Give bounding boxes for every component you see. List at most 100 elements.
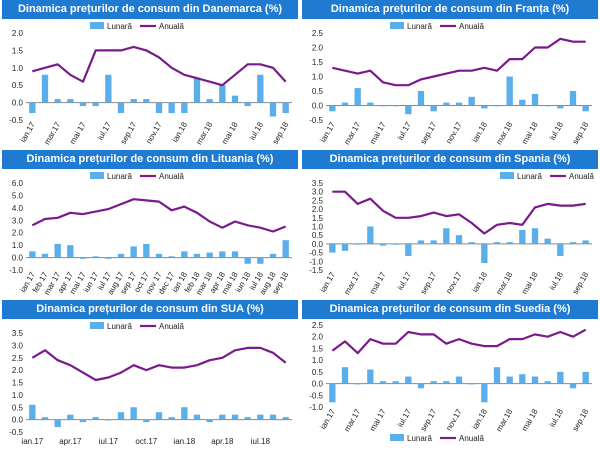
x-tick-label: mai 17 — [368, 270, 388, 296]
legend-swatch-lunara — [390, 22, 404, 29]
bar-lunara — [117, 253, 125, 258]
x-tick-label: oct.17 — [135, 437, 157, 446]
x-tick-label: mai 17 — [68, 120, 88, 146]
y-tick-label: -0.5 — [309, 116, 323, 125]
bar-lunara — [206, 419, 213, 423]
bar-lunara — [257, 414, 264, 420]
legend-swatch-lunara — [90, 172, 104, 179]
bar-lunara — [269, 102, 277, 117]
bar-lunara — [582, 240, 589, 244]
y-tick-label: 0.5 — [312, 368, 324, 377]
x-tick-label: mai 18 — [520, 120, 540, 146]
bar-lunara — [341, 243, 349, 251]
y-tick-label: 2.5 — [312, 196, 324, 205]
y-tick-label: -0.5 — [9, 428, 23, 437]
bar-lunara — [54, 99, 61, 103]
y-tick-label: 2.0 — [312, 44, 324, 53]
bar-lunara — [29, 251, 36, 258]
bar-lunara — [219, 414, 226, 420]
bar-lunara — [557, 371, 564, 384]
bar-lunara — [354, 88, 361, 106]
y-tick-label: 4.0 — [12, 204, 24, 213]
chart-panel-sua: Dinamica prețurilor de consum din SUA (%… — [0, 300, 300, 450]
x-tick-label: mar.17 — [342, 120, 362, 146]
y-tick-label: 0.5 — [312, 231, 324, 240]
y-tick-label: 0.0 — [12, 416, 24, 425]
y-tick-label: 5.0 — [12, 191, 24, 200]
y-tick-label: 3.0 — [12, 341, 24, 350]
line-anuala — [32, 45, 287, 87]
bar-lunara — [79, 257, 87, 259]
bar-lunara — [244, 257, 251, 264]
y-tick-label: 1.5 — [12, 46, 24, 55]
legend-swatch-lunara — [390, 434, 404, 441]
legend-label-lunara: Lunară — [107, 322, 132, 331]
y-tick-label: 0.0 — [312, 380, 324, 389]
bar-lunara — [282, 417, 289, 420]
x-tick-label: ian.18 — [470, 407, 489, 431]
bar-lunara — [506, 76, 513, 106]
y-tick-label: 0.0 — [12, 254, 24, 263]
y-tick-label: 2.0 — [12, 229, 24, 238]
bar-lunara — [341, 367, 349, 384]
bar-lunara — [582, 105, 589, 112]
bar-lunara — [219, 251, 226, 258]
y-tick-label: 1.0 — [12, 391, 24, 400]
y-tick-label: 1.5 — [12, 379, 24, 388]
legend-label-lunara: Lunară — [407, 434, 432, 443]
x-tick-label: nov.17 — [444, 407, 464, 432]
bar-lunara — [41, 253, 49, 258]
bar-lunara — [443, 381, 450, 384]
bar-lunara — [105, 74, 112, 103]
bar-lunara — [282, 240, 289, 258]
x-tick-label: iul.18 — [248, 120, 266, 142]
bar-lunara — [282, 102, 289, 114]
bar-lunara — [181, 407, 188, 420]
y-tick-label: 1.5 — [312, 214, 324, 223]
bar-lunara — [257, 74, 264, 103]
bar-lunara — [443, 228, 450, 244]
bar-lunara — [417, 383, 425, 389]
bar-lunara — [430, 381, 437, 384]
x-tick-label: sep.17 — [419, 120, 439, 146]
x-tick-label: nov.17 — [444, 270, 464, 295]
bar-lunara — [206, 99, 213, 103]
bar-lunara — [430, 240, 437, 244]
y-tick-label: 2.5 — [12, 354, 24, 363]
bar-lunara — [405, 105, 412, 115]
bar-lunara — [29, 102, 36, 114]
y-tick-label: -0.5 — [9, 116, 23, 125]
x-tick-label: ian.18 — [470, 120, 489, 144]
y-tick-label: 3.5 — [312, 179, 324, 188]
bar-lunara — [493, 242, 501, 244]
x-tick-label: iul.18 — [251, 437, 271, 446]
bar-lunara — [143, 419, 150, 423]
y-tick-label: 0.0 — [312, 102, 324, 111]
bar-lunara — [168, 417, 175, 420]
line-anuala — [31, 198, 287, 233]
legend-label-anuala: Anuală — [159, 172, 184, 181]
y-tick-label: 1.0 — [312, 223, 324, 232]
y-tick-label: -0.5 — [309, 249, 323, 258]
x-tick-label: mar.17 — [42, 120, 62, 146]
y-tick-label: 2.0 — [12, 29, 24, 38]
bar-lunara — [519, 374, 526, 384]
bar-lunara — [519, 229, 526, 244]
x-tick-label: mai 17 — [368, 407, 388, 433]
chart-panel-franta: Dinamica prețurilor de consum din Franța… — [300, 0, 600, 150]
bar-lunara — [544, 105, 551, 107]
x-tick-label: sep.18 — [571, 407, 591, 433]
bar-lunara — [329, 105, 336, 112]
chart-title: Dinamica prețurilor de consum din Spania… — [302, 150, 598, 169]
bar-lunara — [206, 252, 213, 258]
x-tick-label: sep.17 — [419, 407, 439, 433]
chart-svg: 3.53.02.52.01.51.00.50.0-0.5-1.0-1.5 ian.… — [309, 172, 594, 296]
legend-label-anuala: Anuală — [459, 22, 484, 31]
bar-lunara — [329, 243, 336, 253]
y-tick-label: 1.0 — [312, 73, 324, 82]
x-tick-label: nov.17 — [144, 120, 164, 145]
line-anuala — [31, 346, 287, 382]
bar-lunara — [329, 383, 336, 403]
y-tick-label: 1.5 — [312, 344, 324, 353]
